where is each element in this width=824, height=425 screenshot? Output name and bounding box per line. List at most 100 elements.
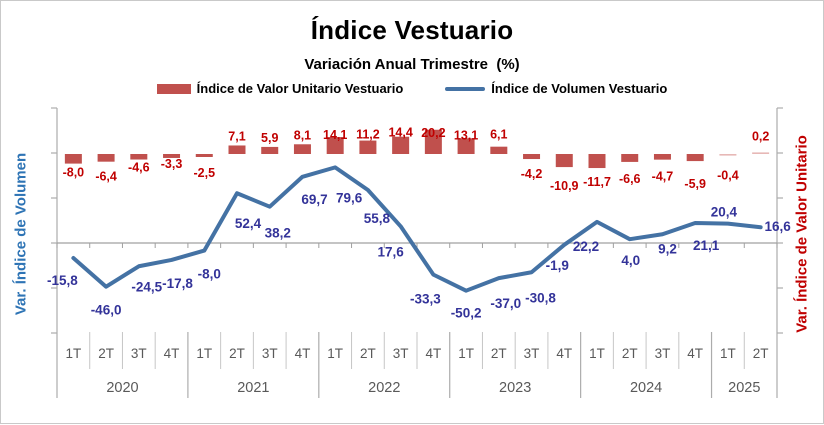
- quarter-label: 1T: [720, 346, 736, 361]
- line-label: 4,0: [621, 253, 640, 268]
- bar: [490, 146, 508, 154]
- bar: [752, 152, 770, 154]
- quarter-label: 2T: [360, 346, 376, 361]
- bar: [64, 154, 82, 164]
- quarter-label: 2T: [98, 346, 114, 361]
- line-label: 17,6: [377, 244, 404, 259]
- quarter-label: 1T: [589, 346, 605, 361]
- line-series: [71, 165, 763, 293]
- legend-label-valor-unitario: Índice de Valor Unitario Vestuario: [196, 81, 404, 96]
- line-label: -46,0: [91, 303, 122, 318]
- quarter-label: 1T: [65, 346, 81, 361]
- bar: [228, 145, 246, 154]
- bar: [555, 154, 573, 168]
- line-label: 9,2: [658, 241, 677, 256]
- bar-label: -10,9: [550, 179, 579, 193]
- bar: [163, 154, 181, 158]
- line-label: -30,8: [525, 290, 556, 305]
- line-label: 21,1: [693, 238, 720, 253]
- line-label: 22,2: [573, 239, 599, 254]
- line-label: -37,0: [490, 296, 521, 311]
- line-label: -1,9: [546, 258, 569, 273]
- bar-label: -5,9: [684, 177, 706, 191]
- bar-label: -3,3: [161, 157, 183, 171]
- bar-label: 8,1: [294, 128, 311, 142]
- bar: [97, 154, 115, 162]
- bar-label: 13,1: [454, 128, 478, 142]
- bar-label: -4,7: [652, 170, 674, 184]
- line-label: 55,8: [364, 211, 391, 226]
- bar-label: 7,1: [228, 129, 245, 143]
- legend-item-volumen: Índice de Volumen Vestuario: [445, 81, 667, 96]
- bar-label: -11,7: [583, 175, 611, 189]
- bar: [261, 146, 279, 154]
- bar: [293, 144, 311, 154]
- line-label: -8,0: [198, 267, 221, 282]
- bar: [621, 154, 639, 162]
- line-label: 79,6: [336, 190, 363, 205]
- legend-item-valor-unitario: Índice de Valor Unitario Vestuario: [156, 81, 404, 96]
- bar: [195, 154, 213, 157]
- bar-label: 20,2: [421, 126, 445, 140]
- line-label: -17,8: [162, 276, 193, 291]
- quarter-label: 2T: [491, 346, 507, 361]
- bar-swatch-icon: [156, 83, 191, 94]
- quarter-label: 1T: [196, 346, 212, 361]
- year-label: 2024: [630, 380, 662, 396]
- quarter-label: 2T: [753, 346, 769, 361]
- line-label: 16,6: [764, 219, 791, 234]
- quarter-label: 3T: [131, 346, 147, 361]
- bar: [130, 154, 148, 160]
- bar: [457, 138, 475, 154]
- chart-subtitle: Variación Anual Trimestre (%): [304, 56, 520, 73]
- line-label: 52,4: [235, 216, 262, 231]
- year-label: 2022: [368, 380, 400, 396]
- legend-label-volumen: Índice de Volumen Vestuario: [491, 81, 668, 96]
- quarter-label: 4T: [556, 346, 572, 361]
- bar: [686, 154, 704, 162]
- line-label: 69,7: [301, 192, 327, 207]
- bar: [523, 154, 541, 160]
- bar-label: 14,1: [323, 128, 347, 142]
- bar: [359, 140, 377, 154]
- quarter-label: 4T: [295, 346, 311, 361]
- line-label: -33,3: [410, 292, 441, 307]
- quarter-label: 1T: [327, 346, 343, 361]
- bar: [719, 154, 737, 156]
- quarter-label: 4T: [425, 346, 441, 361]
- line-label: -15,8: [47, 273, 78, 288]
- quarter-label: 4T: [687, 346, 703, 361]
- quarter-label: 2T: [622, 346, 638, 361]
- bar-label: -4,2: [521, 167, 543, 181]
- year-label: 2023: [499, 380, 531, 396]
- bar-label: -8,0: [63, 166, 85, 180]
- line-swatch-icon: [445, 86, 486, 91]
- bar: [424, 129, 442, 154]
- bar-label: -6,6: [619, 172, 641, 186]
- line-label: 20,4: [711, 205, 738, 220]
- quarter-label: 3T: [262, 346, 278, 361]
- bar: [326, 137, 344, 154]
- bar-label: 5,9: [261, 131, 278, 145]
- bar-label: 0,2: [752, 129, 769, 143]
- quarter-label: 2T: [229, 346, 245, 361]
- year-label: 2025: [728, 380, 760, 396]
- bar-label: -4,6: [128, 161, 150, 175]
- legend: Índice de Valor Unitario Vestuario Índic…: [1, 81, 823, 96]
- bar: [653, 154, 671, 160]
- quarter-label: 3T: [655, 346, 671, 361]
- bar-label: -2,5: [193, 166, 215, 180]
- bar-label: 14,4: [388, 126, 412, 140]
- quarter-label: 3T: [393, 346, 409, 361]
- quarter-label: 4T: [164, 346, 180, 361]
- line-label: 38,2: [265, 226, 291, 241]
- bar-label: 6,1: [490, 128, 507, 142]
- quarter-label: 3T: [524, 346, 540, 361]
- bar-label: -0,4: [717, 169, 739, 183]
- bar: [392, 136, 410, 154]
- chart-title: Índice Vestuario: [310, 15, 514, 45]
- quarter-label: 1T: [458, 346, 474, 361]
- bar-label: 11,2: [356, 128, 380, 142]
